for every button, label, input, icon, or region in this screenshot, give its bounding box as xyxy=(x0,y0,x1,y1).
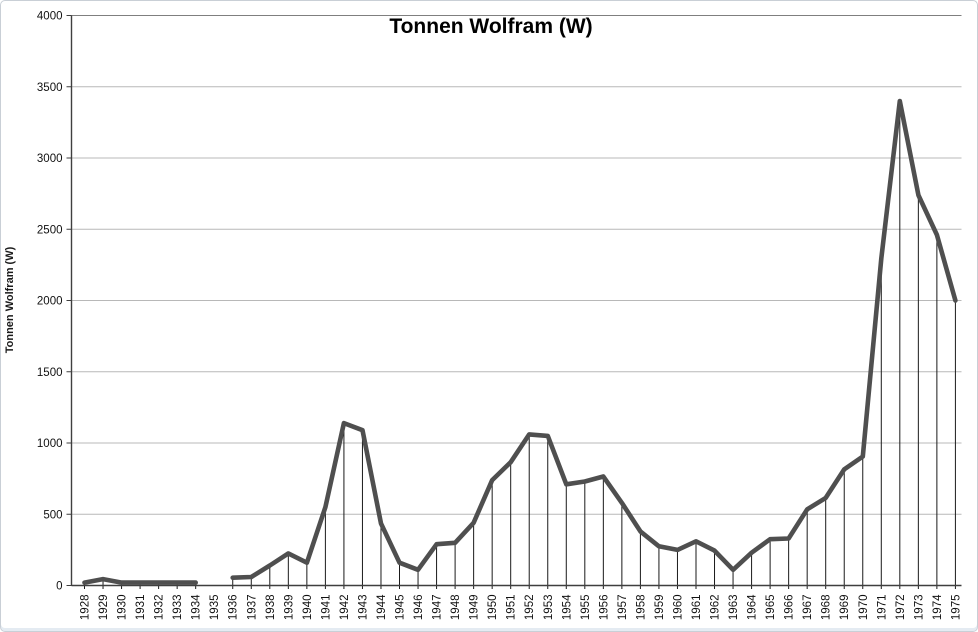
x-tick-label: 1974 xyxy=(932,594,944,620)
y-tick-label: 2500 xyxy=(37,224,63,236)
x-tick-label: 1937 xyxy=(246,595,258,621)
x-tick-label: 1963 xyxy=(728,595,740,621)
series-line xyxy=(82,576,198,585)
x-tick-label: 1929 xyxy=(98,595,110,621)
x-tick-label: 1948 xyxy=(450,595,462,621)
y-tick-label: 500 xyxy=(43,509,62,521)
x-tick-label: 1968 xyxy=(821,595,833,621)
x-tick-label: 1930 xyxy=(117,595,129,621)
x-tick-label: 1934 xyxy=(191,594,203,620)
x-tick-label: 1947 xyxy=(432,595,444,621)
x-tick-label: 1935 xyxy=(209,595,221,621)
x-tick-label: 1975 xyxy=(950,595,962,621)
x-tick-label: 1973 xyxy=(913,595,925,621)
x-tick-label: 1957 xyxy=(617,595,629,621)
x-tick-label: 1938 xyxy=(265,595,277,621)
x-tick-label: 1928 xyxy=(80,595,92,621)
x-tick-label: 1941 xyxy=(320,595,332,621)
x-tick-label: 1965 xyxy=(765,595,777,621)
x-tick-label: 1958 xyxy=(635,595,647,621)
x-tick-label: 1966 xyxy=(784,595,796,621)
y-tick-label: 4000 xyxy=(37,11,63,23)
x-tick-label: 1932 xyxy=(154,595,166,621)
x-tick-label: 1962 xyxy=(710,595,722,621)
x-tick-label: 1936 xyxy=(228,595,240,621)
x-tick-label: 1940 xyxy=(302,595,314,621)
x-tick-label: 1939 xyxy=(283,595,295,621)
x-tick-label: 1964 xyxy=(747,594,759,620)
x-tick-label: 1969 xyxy=(839,595,851,621)
series-line xyxy=(230,98,958,581)
x-tick-label: 1944 xyxy=(376,594,388,620)
x-tick-label: 1943 xyxy=(357,595,369,621)
x-tick-label: 1933 xyxy=(172,595,184,621)
x-tick-label: 1972 xyxy=(895,595,907,621)
x-tick-label: 1952 xyxy=(524,595,536,621)
y-tick-label: 2000 xyxy=(37,296,63,308)
x-tick-label: 1961 xyxy=(691,595,703,621)
y-tick-label: 1000 xyxy=(37,438,63,450)
x-tick-label: 1970 xyxy=(858,595,870,621)
x-tick-label: 1967 xyxy=(802,595,814,621)
x-tick-label: 1954 xyxy=(561,594,573,620)
x-tick-label: 1971 xyxy=(876,595,888,621)
x-tick-label: 1955 xyxy=(580,595,592,621)
x-tick-label: 1949 xyxy=(469,595,481,621)
x-tick-label: 1945 xyxy=(395,595,407,621)
x-tick-label: 1951 xyxy=(506,595,518,621)
y-tick-label: 1500 xyxy=(37,367,63,379)
x-tick-label: 1959 xyxy=(654,595,666,621)
x-tick-label: 1950 xyxy=(487,595,499,621)
x-tick-label: 1956 xyxy=(598,595,610,621)
y-axis-title: Tonnen Wolfram (W) xyxy=(4,246,16,354)
x-tick-label: 1931 xyxy=(135,595,147,621)
x-tick-label: 1942 xyxy=(339,595,351,621)
x-tick-label: 1960 xyxy=(672,595,684,621)
y-tick-label: 3000 xyxy=(37,153,63,165)
chart-title: Tonnen Wolfram (W) xyxy=(389,15,593,38)
x-tick-label: 1946 xyxy=(413,595,425,621)
x-tick-label: 1953 xyxy=(543,595,555,621)
y-tick-label: 3500 xyxy=(37,82,63,94)
y-tick-label: 0 xyxy=(56,581,62,593)
